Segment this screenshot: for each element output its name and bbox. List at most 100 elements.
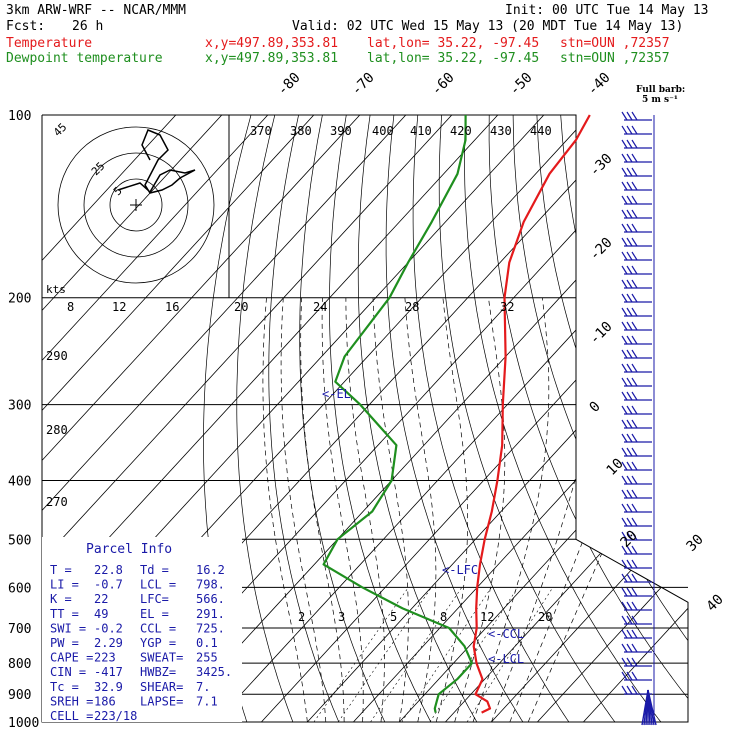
wind-barb-flag (626, 139, 633, 149)
wind-barb-flag (626, 391, 633, 401)
moist-adiabat-line (280, 297, 327, 722)
wind-barb-flag (621, 503, 628, 513)
theta-label: 390 (330, 124, 352, 138)
hodograph-ring (109, 178, 163, 232)
model-title: 3km ARW-WRF -- NCAR/MMM (6, 3, 187, 18)
wind-barb-flag (621, 279, 628, 289)
isotherm-label: -60 (429, 70, 458, 99)
wind-barb-flag (621, 377, 628, 387)
dry-adiabat-group (203, 115, 740, 722)
parcel-info-value: 49 (94, 607, 108, 621)
wind-barb (621, 251, 652, 261)
moist-adiabat-group (262, 297, 688, 722)
mixing-ratio-label: 2 (298, 610, 305, 624)
wind-barb-flag (626, 503, 633, 513)
pressure-tick-label: 600 (8, 581, 31, 596)
wind-barb-flag (621, 321, 628, 331)
wind-barb-flag (621, 363, 628, 373)
wind-barb (621, 139, 652, 149)
theta-label: 420 (450, 124, 472, 138)
wind-barb-flag (626, 307, 633, 317)
parcel-info-label: LCL = (140, 578, 176, 592)
pressure-tick-label: 200 (8, 292, 31, 307)
wind-barb-flag (631, 195, 638, 205)
wind-barb-flag (631, 475, 638, 485)
mixing-ratio-label: 12 (480, 610, 494, 624)
isotherm-line (42, 115, 269, 722)
parcel-info-value: 223/18 (94, 709, 137, 723)
lfc-marker: <-LFC (442, 563, 478, 577)
theta-e-label: 270 (46, 495, 68, 509)
wind-barb-flag (626, 167, 633, 177)
wind-barb (621, 573, 652, 583)
dry-adiabat-line (385, 115, 524, 722)
wind-barb-flag (626, 643, 633, 653)
dry-adiabat-line (655, 115, 688, 722)
dry-adiabat-line (488, 115, 688, 722)
wind-barb-flag (631, 573, 638, 583)
wind-barb (621, 223, 652, 233)
wind-barb-flag (631, 265, 638, 275)
wind-barb (621, 153, 652, 163)
mixing-ratio-line (429, 587, 519, 722)
wind-barb-flag (621, 195, 628, 205)
parcel-info-value: 16.2 (196, 563, 225, 577)
wind-barb-flag (631, 391, 638, 401)
dry-adiabat-line (704, 115, 740, 722)
parcel-info-label: SREH = (50, 694, 93, 708)
wind-barb-flag (621, 545, 628, 555)
moist-adiabat-line (527, 297, 688, 722)
wind-barb-flag (631, 489, 638, 499)
wind-barb (621, 545, 652, 555)
parcel-info-label: T = (50, 563, 72, 577)
wind-barb-flag (621, 475, 628, 485)
parcel-info-label: EL = (140, 607, 169, 621)
dry-adiabat-line (536, 115, 688, 722)
wind-barb (621, 531, 652, 541)
wind-barb-flag (626, 517, 633, 527)
parcel-info-value: 32.9 (94, 680, 123, 694)
isotherm-line (261, 115, 688, 722)
wind-barb-flag (621, 685, 628, 695)
wind-barb-flag (626, 265, 633, 275)
mixing-ratio-label: 16 (165, 300, 179, 314)
dry-adiabat-line (438, 115, 616, 722)
hodograph-ring (83, 152, 189, 258)
wind-barb-flag (621, 251, 628, 261)
wind-barb (621, 475, 652, 485)
wind-barb (621, 195, 652, 205)
parcel-info-value: 3425. (196, 665, 232, 679)
parcel-info-label: TT = (50, 607, 79, 621)
mixing-ratio-label: 3 (338, 610, 345, 624)
wind-barb (621, 279, 652, 289)
pressure-tick-label: 100 (8, 109, 31, 124)
wind-barb (621, 237, 652, 247)
wind-barb-flag (621, 573, 628, 583)
parcel-info-label: SWEAT= (140, 651, 183, 665)
wind-barb-flag (631, 517, 638, 527)
wind-barb-flag (621, 657, 628, 667)
parcel-info-value: 291. (196, 607, 225, 621)
parcel-info-label: K = (50, 592, 72, 606)
wind-barb-flag (631, 223, 638, 233)
wind-barb-flag (621, 615, 628, 625)
hodograph-unit-label: kts (46, 283, 66, 296)
lcl-marker: <-LCL (488, 652, 524, 666)
wind-barb-flag (621, 601, 628, 611)
wind-barb-flag (626, 195, 633, 205)
wind-barb-staff (647, 689, 657, 726)
wind-barb (621, 209, 652, 219)
theta-label: 410 (410, 124, 432, 138)
barb-key-line2: 5 m s⁻¹ (642, 95, 678, 105)
moist-adiabat-line (491, 297, 602, 722)
mixing-ratio-line (313, 587, 409, 722)
wind-barb (621, 293, 652, 303)
mixing-ratio-group (313, 587, 554, 722)
wind-barb-flag (626, 601, 633, 611)
wind-barb-flag (631, 643, 638, 653)
isotherm-line (42, 115, 315, 722)
dry-adiabat-line (728, 115, 740, 722)
moist-adiabat-line (435, 297, 468, 722)
wind-barb-flag (626, 447, 633, 457)
pressure-tick-label: 800 (8, 657, 31, 672)
